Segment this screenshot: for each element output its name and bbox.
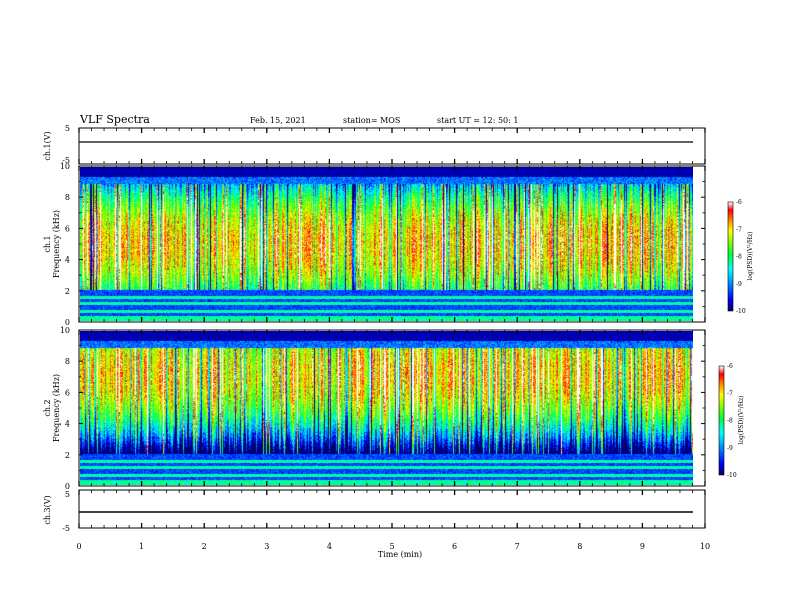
ch2-colorbar: -6 -7 -8 -9 -10 log(PSD)(V2/Hz) [718,363,746,479]
ch1-waveform-ylabel: ch.1(V) [43,131,52,160]
ch2-channel-label: ch.2 [43,399,52,416]
ch3-waveform-ylabel: ch.3(V) [43,495,52,524]
x-tick-label: 8 [577,542,582,551]
frequency-tick-label: 6 [65,224,70,233]
station-label: station= MOS [343,116,400,125]
x-tick-label: 1 [139,542,144,551]
ch2-frequency-axis: 0 2 4 6 8 10 [60,326,705,491]
x-tick-label: 0 [76,542,81,551]
frequency-tick-label: 6 [65,388,70,397]
frequency-tick-label: 0 [65,482,70,491]
x-tick-label: 5 [389,542,394,551]
ch2-spectrogram-ticks [78,330,706,486]
x-tick-label: 4 [327,542,332,551]
x-tick-label: 7 [515,542,520,551]
x-tick-label: 9 [640,542,645,551]
frequency-tick-label: 8 [65,193,70,202]
ch3-waveform-ticks [78,490,706,528]
frequency-tick-label: 10 [60,162,70,171]
ch3-waveform-frame [78,489,706,529]
colorbar-tick-label: -10 [727,472,737,479]
ch3-ytick-bottom: -5 [62,524,70,533]
ch1-colorbar: -6 -7 -8 -9 -10 log(PSD)(V2/Hz) [727,199,755,315]
ch2-spectrogram-panel: 0 2 4 6 8 10 ch.2 Frequency (kHz) [43,326,706,491]
colorbar-tick-label: -9 [736,281,742,288]
frequency-tick-label: 2 [65,287,70,296]
colorbar-tick-label: -6 [736,199,742,206]
ch1-spectrogram-image [80,167,693,321]
ch1-frequency-ylabel: Frequency (kHz) [52,210,61,278]
ch1-channel-label: ch.1 [43,235,52,252]
ch2-colorbar-ticks: -6 -7 -8 -9 -10 [727,363,737,479]
x-axis-label: Time (min) [378,550,422,559]
frequency-tick-label: 8 [65,357,70,366]
ch1-spectrogram-ticks [78,166,706,322]
x-tick-label: 6 [452,542,457,551]
frequency-tick-label: 4 [65,420,70,429]
ch1-ytick-top: 5 [65,124,70,133]
x-axis-tick-labels: 0 1 2 3 4 5 6 7 8 9 10 [76,542,710,551]
ch1-waveform-panel: 5 -5 ch.1(V) [43,124,706,165]
frequency-tick-label: 2 [65,451,70,460]
x-tick-label: 3 [264,542,269,551]
colorbar-tick-label: -10 [736,308,746,315]
ch1-colorbar-image [728,202,733,311]
ch2-frequency-ylabel: Frequency (kHz) [52,374,61,442]
colorbar-tick-label: -7 [736,226,742,233]
colorbar-tick-label: -6 [727,363,733,370]
colorbar-tick-label: -9 [727,445,733,452]
ch1-ytick-bottom: -5 [62,156,70,165]
colorbar-tick-label: -8 [736,254,742,261]
ch3-ytick-top: 5 [65,490,70,499]
start-time-label: start UT = 12: 50: 1 [437,116,518,125]
ch1-waveform-frame [78,127,706,165]
ch1-spectrogram-panel: 0 2 4 6 8 10 ch.1 Frequency (kHz) [43,162,706,327]
ch2-colorbar-image [719,366,724,475]
date-label: Feb. 15, 2021 [250,116,306,125]
ch2-spectrogram-image [80,331,693,485]
ch2-colorbar-label: log(PSD)(V2/Hz) [737,396,746,445]
ch1-colorbar-ticks: -6 -7 -8 -9 -10 [736,199,746,315]
x-tick-label: 10 [700,542,710,551]
colorbar-tick-label: -8 [727,418,733,425]
figure-title: VLF Spectra [79,113,150,126]
ch1-waveform-ticks [78,128,706,164]
colorbar-tick-label: -7 [727,390,733,397]
x-tick-label: 2 [202,542,207,551]
ch3-waveform-panel: 5 -5 ch.3(V) [43,489,706,533]
frequency-tick-label: 0 [65,318,70,327]
frequency-tick-label: 4 [65,256,70,265]
frequency-tick-label: 10 [60,326,70,335]
ch1-frequency-axis: 0 2 4 6 8 10 [60,162,705,327]
ch1-colorbar-label: log(PSD)(V2/Hz) [746,232,755,281]
